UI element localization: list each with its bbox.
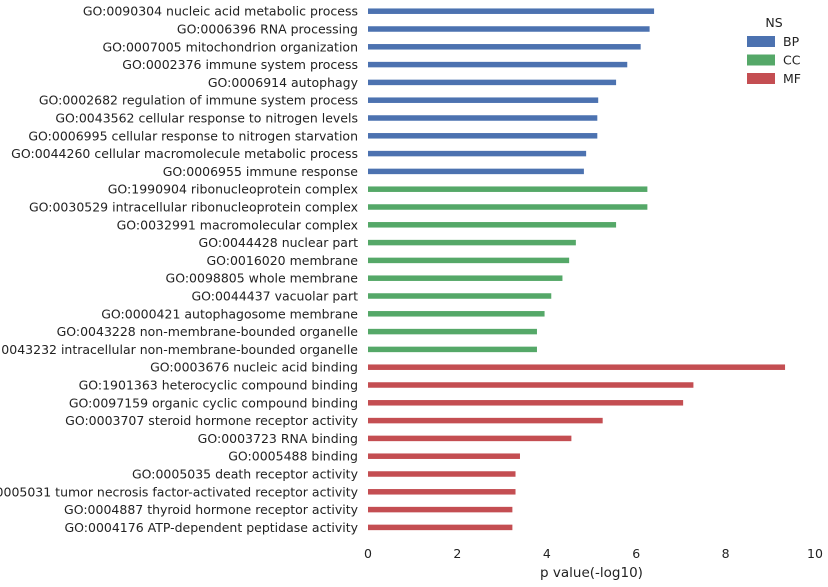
x-tick-label: 0 <box>364 546 372 561</box>
category-label: GO:0004887 thyroid hormone receptor acti… <box>64 502 359 517</box>
category-label: GO:0043232 intracellular non-membrane-bo… <box>0 342 358 357</box>
x-axis-ticks: 0 2 4 6 8 10 <box>364 546 823 561</box>
bar-23 <box>368 400 684 406</box>
category-label: GO:0044437 vacuolar part <box>191 289 358 304</box>
x-tick-label: 6 <box>632 546 640 561</box>
bar-15 <box>368 257 570 264</box>
bar-12 <box>368 204 648 210</box>
category-label: GO:0044260 cellular macromolecule metabo… <box>11 146 358 161</box>
legend-label-cc: CC <box>783 53 801 68</box>
bar-13 <box>368 222 617 228</box>
bar-9 <box>368 150 587 157</box>
category-label: GO:0006396 RNA processing <box>177 22 358 37</box>
bar-30 <box>368 524 513 531</box>
bars-group <box>368 8 786 531</box>
category-label: GO:0006955 immune response <box>163 164 359 179</box>
x-axis-title: p value(-log10) <box>540 565 643 581</box>
bar-17 <box>368 293 552 299</box>
x-tick-label: 8 <box>722 546 730 561</box>
category-label: GO:0032991 macromolecular complex <box>117 217 358 232</box>
category-label: GO:0016020 membrane <box>206 253 358 268</box>
legend: NS BP CC MF <box>747 15 801 86</box>
category-label: GO:0002682 regulation of immune system p… <box>39 93 358 108</box>
category-label: GO:0005031 tumor necrosis factor-activat… <box>0 484 359 499</box>
category-label: GO:0003676 nucleic acid binding <box>150 360 358 375</box>
bar-10 <box>368 168 584 175</box>
legend-label-bp: BP <box>783 34 800 49</box>
category-label: GO:0030529 intracellular ribonucleoprote… <box>29 200 358 215</box>
x-tick-label: 2 <box>453 546 461 561</box>
category-label: GO:0005488 binding <box>228 449 358 464</box>
category-label: GO:0003707 steroid hormone receptor acti… <box>65 413 358 428</box>
bar-1 <box>368 8 655 14</box>
bar-2 <box>368 26 650 32</box>
x-tick-label: 10 <box>807 546 823 561</box>
category-labels: GO:0090304 nucleic acid metabolic proces… <box>0 4 359 535</box>
bar-25 <box>368 435 572 442</box>
bar-22 <box>368 382 694 388</box>
category-label: GO:1990904 ribonucleoprotein complex <box>108 182 358 197</box>
bar-18 <box>368 311 545 317</box>
category-label: GO:0007005 mitochondrion organization <box>102 39 358 54</box>
legend-swatch-bp <box>747 36 775 47</box>
bar-27 <box>368 471 516 477</box>
category-label: GO:0002376 immune system process <box>122 57 358 72</box>
legend-title: NS <box>765 15 782 30</box>
category-label: GO:0044428 nuclear part <box>199 235 359 250</box>
category-label: GO:0006914 autophagy <box>208 75 359 90</box>
bar-14 <box>368 239 576 246</box>
category-label: GO:0098805 whole membrane <box>166 271 359 286</box>
category-label: GO:0043562 cellular response to nitrogen… <box>55 111 358 126</box>
bar-16 <box>368 275 563 281</box>
bar-20 <box>368 346 537 353</box>
bar-3 <box>368 44 641 50</box>
bar-28 <box>368 489 516 495</box>
category-label: GO:0004176 ATP-dependent peptidase activ… <box>64 520 358 535</box>
legend-label-mf: MF <box>783 71 801 86</box>
x-tick-label: 4 <box>543 546 551 561</box>
bar-26 <box>368 453 520 459</box>
category-label: GO:0006995 cellular response to nitrogen… <box>28 128 358 143</box>
legend-swatch-mf <box>747 73 775 84</box>
bar-24 <box>368 417 603 424</box>
bar-29 <box>368 506 513 513</box>
category-label: GO:0000421 autophagosome membrane <box>101 306 358 321</box>
bar-8 <box>368 133 598 139</box>
category-label: GO:1901363 heterocyclic compound binding <box>79 378 358 393</box>
bar-4 <box>368 61 628 68</box>
legend-swatch-cc <box>747 54 775 66</box>
category-label: GO:0043228 non-membrane-bounded organell… <box>57 324 359 339</box>
bar-11 <box>368 186 648 192</box>
category-label: GO:0097159 organic cyclic compound bindi… <box>69 395 358 410</box>
category-label: GO:0005035 death receptor activity <box>132 467 359 482</box>
bar-7 <box>368 115 598 121</box>
category-label: GO:0090304 nucleic acid metabolic proces… <box>83 4 358 19</box>
bar-5 <box>368 79 617 86</box>
category-label: GO:0003723 RNA binding <box>198 431 358 446</box>
bar-19 <box>368 328 537 335</box>
bar-21 <box>368 364 786 370</box>
bar-6 <box>368 97 599 103</box>
